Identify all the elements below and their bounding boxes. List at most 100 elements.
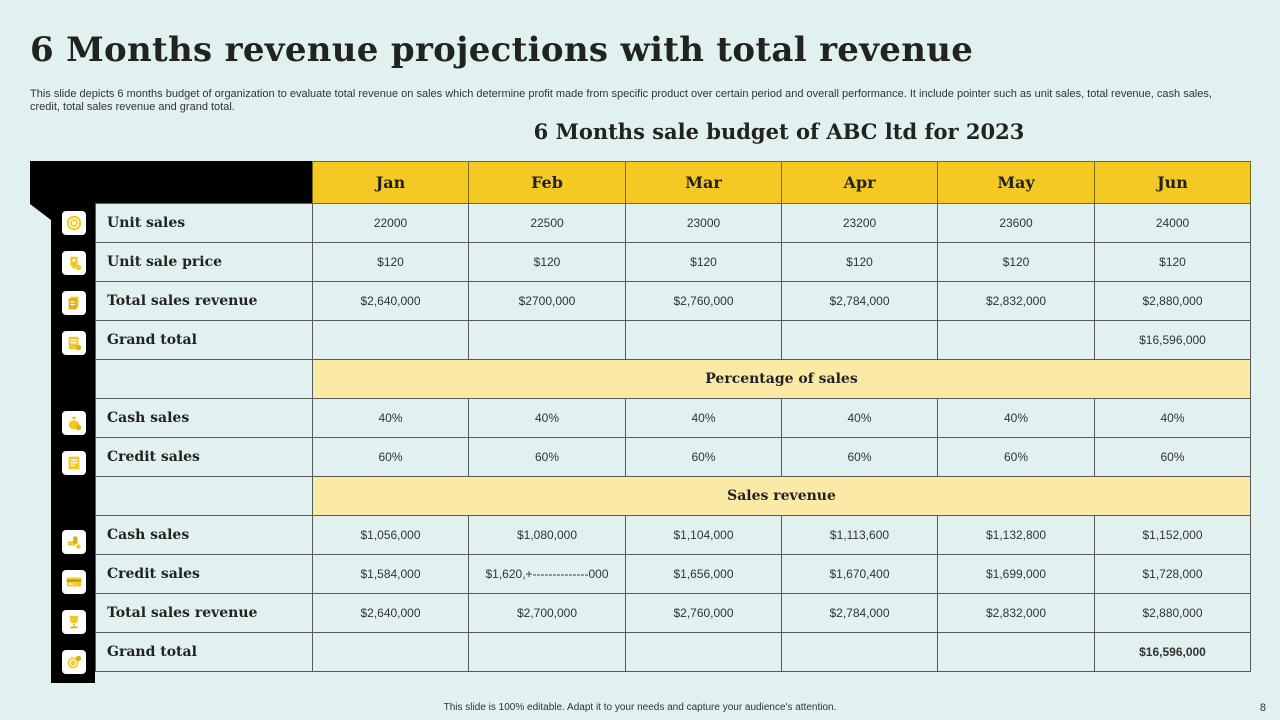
slide-description: This slide depicts 6 months budget of or…: [30, 88, 1212, 113]
table-cell: $120: [468, 242, 626, 282]
table-cell: $1,656,000: [625, 554, 782, 594]
table-cell: 60%: [781, 437, 938, 477]
table-cell: $2,640,000: [312, 281, 469, 321]
section-spacer: [95, 359, 313, 399]
table-cell: $120: [781, 242, 938, 282]
credit-card-icon: [62, 570, 86, 594]
table-cell: 40%: [781, 398, 938, 438]
table-cell: $2,880,000: [1094, 593, 1251, 633]
budget-table: Jan Feb Mar Apr May Jun Unit sales 22000…: [95, 161, 1251, 672]
credit-note-icon: [62, 451, 86, 475]
section-row-percentage: Percentage of sales: [95, 359, 1251, 399]
table-cell: [781, 632, 938, 672]
table-cell: 40%: [625, 398, 782, 438]
table-cell: 40%: [468, 398, 626, 438]
table-cell: 24000: [1094, 203, 1251, 243]
row-label: Credit sales: [95, 554, 313, 594]
table-cell: [468, 632, 626, 672]
receipt-icon: [62, 331, 86, 355]
month-header-row: Jan Feb Mar Apr May Jun: [96, 161, 1251, 204]
table-cell: $1,113,600: [781, 515, 938, 555]
row-label: Grand total: [95, 632, 313, 672]
table-cell: $2,832,000: [937, 593, 1095, 633]
row-label: Unit sales: [95, 203, 313, 243]
table-cell: $2,640,000: [312, 593, 469, 633]
table-cell: 40%: [312, 398, 469, 438]
row-label: Total sales revenue: [95, 593, 313, 633]
table-row-unit-sales: Unit sales 22000 22500 23000 23200 23600…: [95, 203, 1251, 243]
table-cell: [312, 632, 469, 672]
table-cell: 60%: [937, 437, 1095, 477]
table-cell: $2700,000: [468, 281, 626, 321]
coin-check-icon: [62, 650, 86, 674]
table-cell: 23200: [781, 203, 938, 243]
table-cell: $2,880,000: [1094, 281, 1251, 321]
slide-title: 6 Months revenue projections with total …: [30, 30, 974, 70]
table-cell: [781, 320, 938, 360]
section-heading: Percentage of sales: [312, 359, 1251, 399]
header-fold-triangle: [30, 204, 51, 220]
table-row-credit-sales-pct: Credit sales 60% 60% 60% 60% 60% 60%: [95, 437, 1251, 477]
table-row-total-sales-revenue-2: Total sales revenue $2,640,000 $2,700,00…: [95, 593, 1251, 633]
table-row-unit-sale-price: Unit sale price $120 $120 $120 $120 $120…: [95, 242, 1251, 282]
month-header-feb: Feb: [468, 161, 626, 204]
sales-badge-icon: [62, 211, 86, 235]
table-cell: $1,620,+--------------000: [468, 554, 626, 594]
table-cell: [312, 320, 469, 360]
table-row-cash-sales-rev: Cash sales $1,056,000 $1,080,000 $1,104,…: [95, 515, 1251, 555]
month-header-jan: Jan: [312, 161, 469, 204]
table-cell: $1,080,000: [468, 515, 626, 555]
table-cell: $1,699,000: [937, 554, 1095, 594]
section-heading: Sales revenue: [312, 476, 1251, 516]
table-cell: $2,784,000: [781, 281, 938, 321]
table-cell: [937, 320, 1095, 360]
month-header-may: May: [937, 161, 1095, 204]
table-cell: 40%: [1094, 398, 1251, 438]
section-spacer: [95, 476, 313, 516]
table-cell: $2,832,000: [937, 281, 1095, 321]
table-cell: $120: [937, 242, 1095, 282]
table-cell: 23600: [937, 203, 1095, 243]
table-cell: $120: [625, 242, 782, 282]
table-cell: $1,132,800: [937, 515, 1095, 555]
row-label: Cash sales: [95, 515, 313, 555]
table-row-grand-total: Grand total $16,596,000: [95, 320, 1251, 360]
table-cell: $2,760,000: [625, 281, 782, 321]
icon-strip: [51, 204, 95, 683]
table-cell: 60%: [468, 437, 626, 477]
trophy-dollar-icon: [62, 610, 86, 634]
footer-note: This slide is 100% editable. Adapt it to…: [443, 702, 837, 713]
row-label: Cash sales: [95, 398, 313, 438]
section-row-sales-revenue: Sales revenue: [95, 476, 1251, 516]
table-cell: 60%: [625, 437, 782, 477]
table-cell: $1,728,000: [1094, 554, 1251, 594]
row-label: Grand total: [95, 320, 313, 360]
table-cell: [625, 320, 782, 360]
table-cell: $1,584,000: [312, 554, 469, 594]
table-row-cash-sales-pct: Cash sales 40% 40% 40% 40% 40% 40%: [95, 398, 1251, 438]
table-row-grand-total-2: Grand total $16,596,000: [95, 632, 1251, 672]
table-cell: $2,700,000: [468, 593, 626, 633]
price-tag-icon: [62, 251, 86, 275]
document-dollar-icon: [62, 291, 86, 315]
table-cell: $16,596,000: [1094, 320, 1251, 360]
table-title: 6 Months sale budget of ABC ltd for 2023: [533, 119, 1025, 144]
table-cell: [468, 320, 626, 360]
table-cell: $16,596,000: [1094, 632, 1251, 672]
month-header-apr: Apr: [781, 161, 938, 204]
table-row-credit-sales-rev: Credit sales $1,584,000 $1,620,+--------…: [95, 554, 1251, 594]
table-cell: 40%: [937, 398, 1095, 438]
table-cell: [625, 632, 782, 672]
table-cell: $2,760,000: [625, 593, 782, 633]
month-header-mar: Mar: [625, 161, 782, 204]
row-label: Total sales revenue: [95, 281, 313, 321]
table-cell: 23000: [625, 203, 782, 243]
header-corner: [96, 162, 313, 204]
table-cell: 22000: [312, 203, 469, 243]
table-cell: $1,104,000: [625, 515, 782, 555]
cash-hand-icon: [62, 530, 86, 554]
money-bag-icon: [62, 411, 86, 435]
table-cell: 22500: [468, 203, 626, 243]
table-cell: $120: [312, 242, 469, 282]
table-cell: [937, 632, 1095, 672]
